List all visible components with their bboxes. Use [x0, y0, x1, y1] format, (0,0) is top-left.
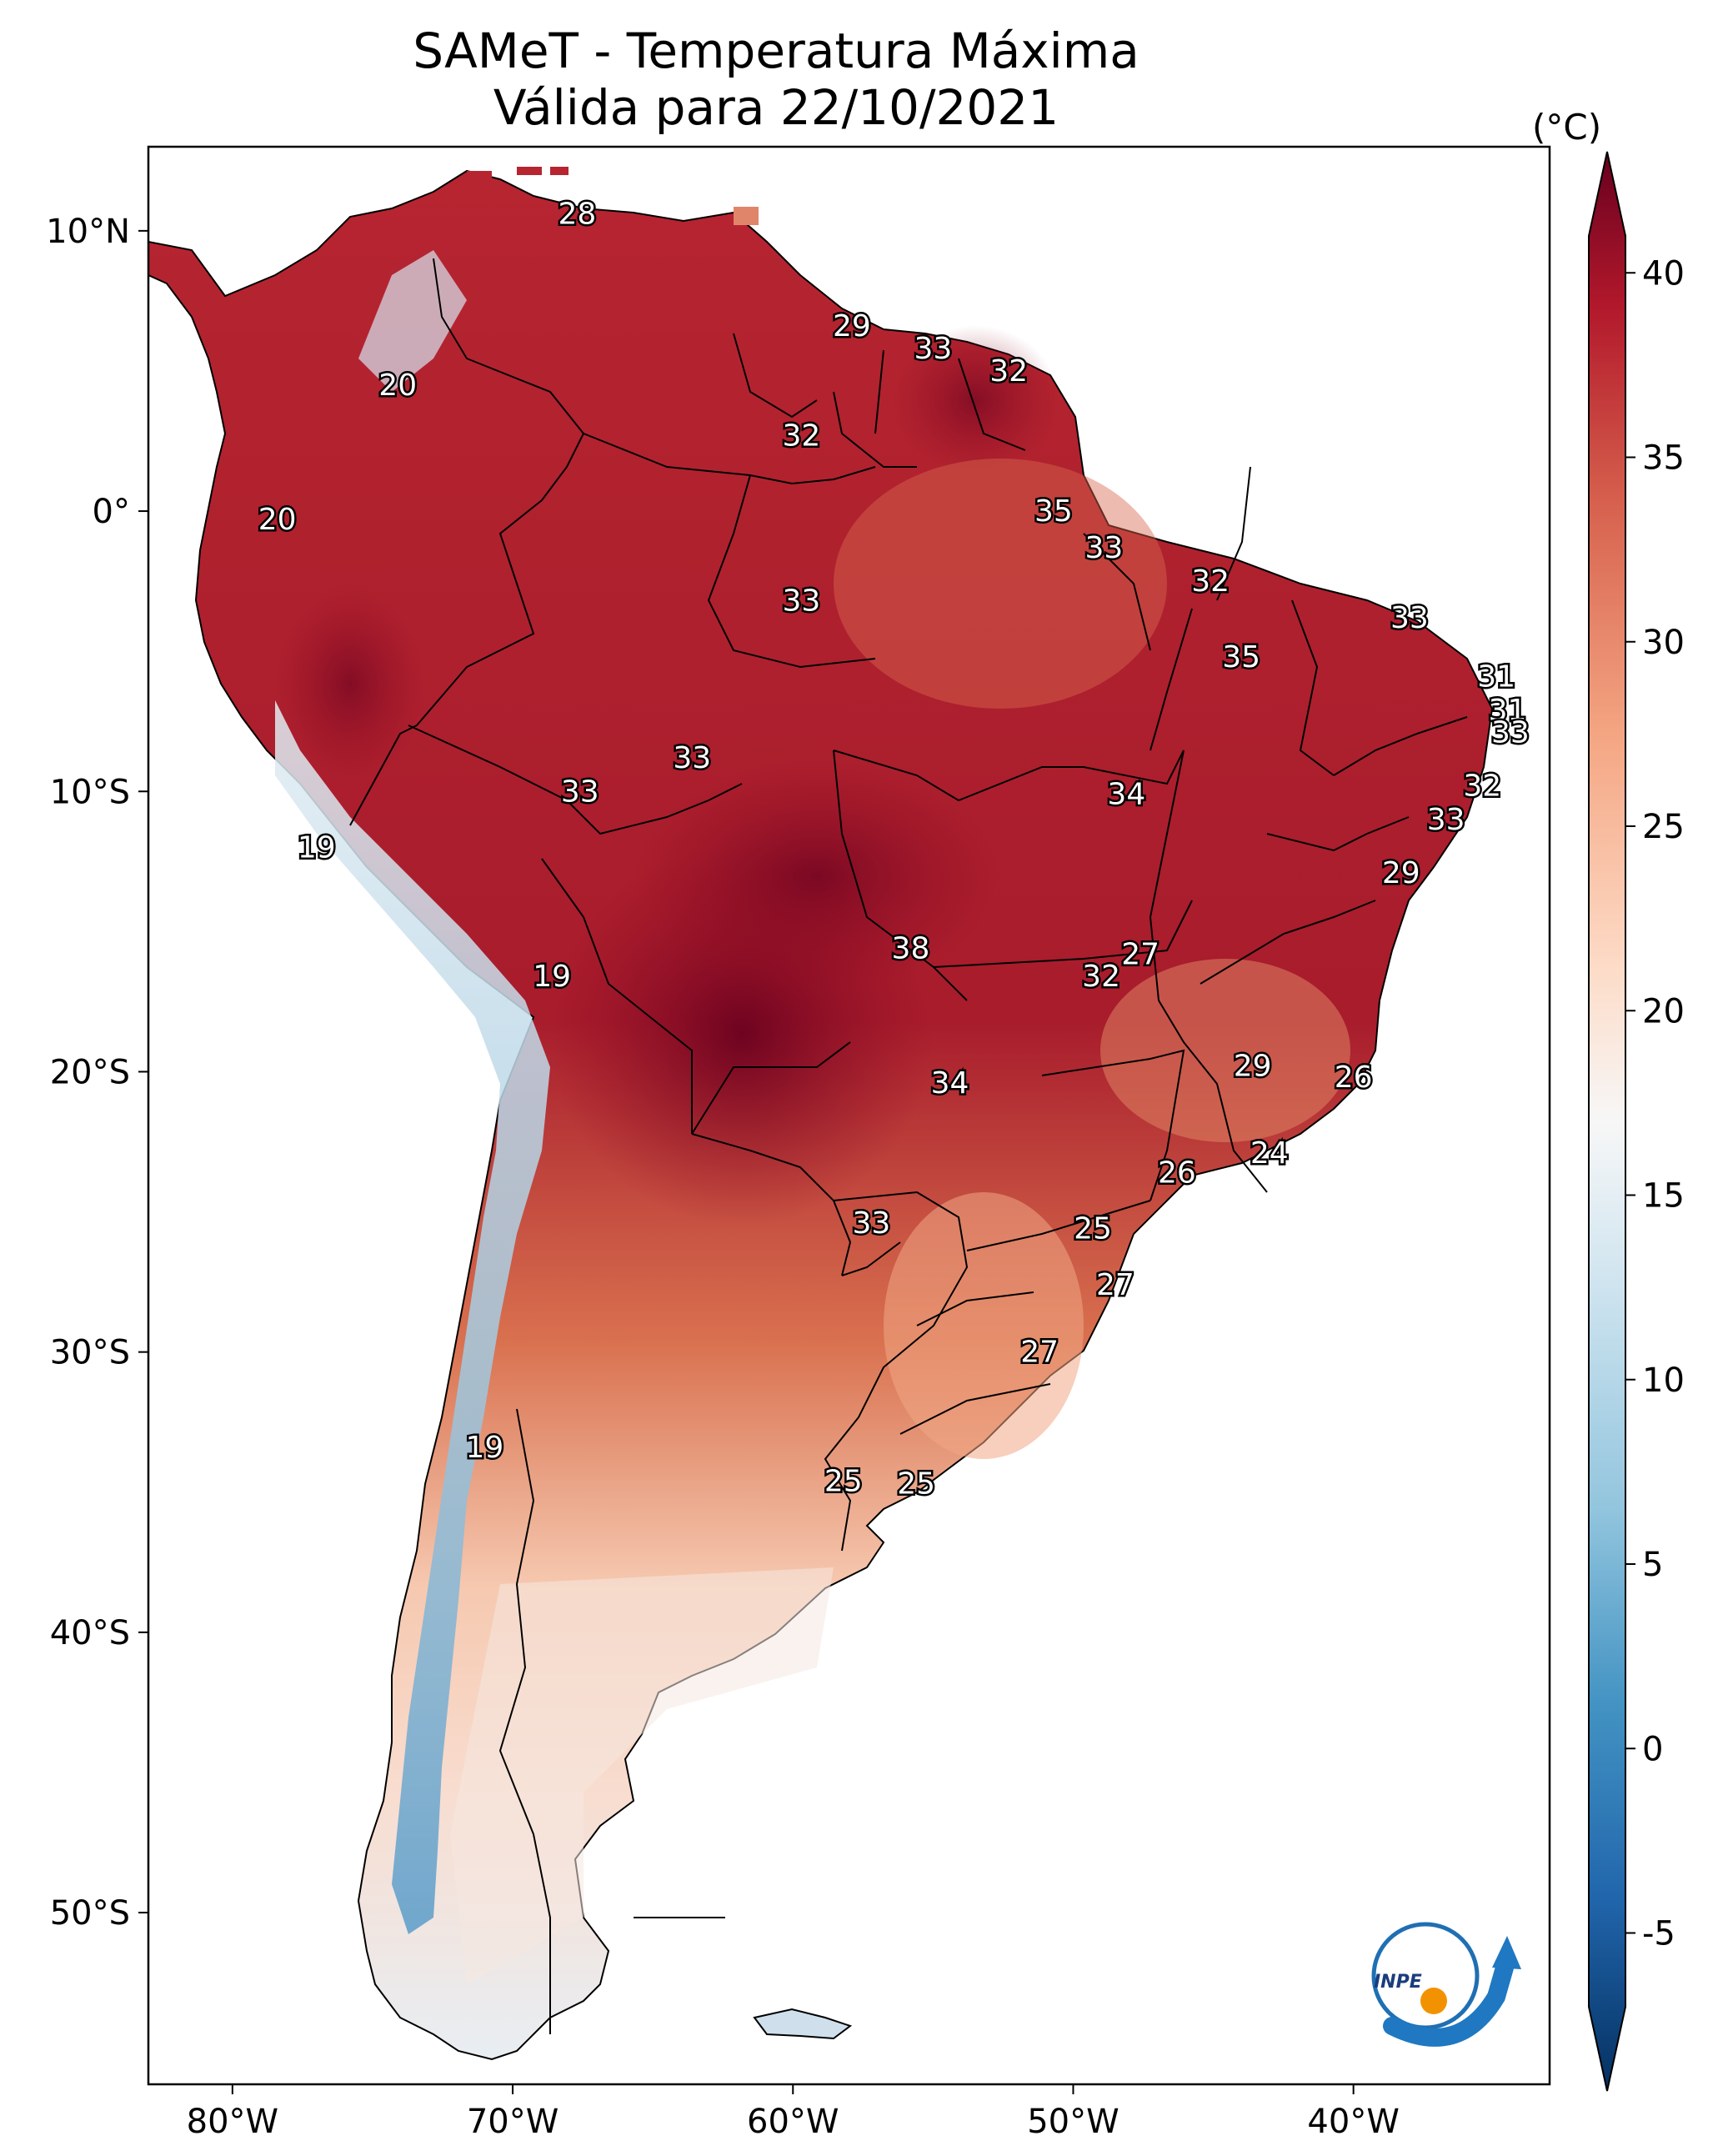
colorbar-body — [1588, 151, 1626, 2092]
temperature-label: 33 — [673, 741, 711, 775]
temperature-label: 33 — [1085, 531, 1124, 565]
logo-text: INPE — [1374, 1972, 1422, 1993]
lat-tick-label: 20°S — [50, 1053, 130, 1091]
lat-tick-label: 0° — [93, 493, 130, 531]
logo-dot — [1420, 1988, 1447, 2014]
lat-tick-label: 10°N — [46, 213, 130, 251]
lat-tick-label: 50°S — [50, 1894, 130, 1933]
lon-tick-label: 50°W — [1027, 2103, 1119, 2141]
lon-tick-label: 60°W — [747, 2103, 839, 2141]
temperature-label: 19 — [533, 960, 571, 994]
temperature-label: 20 — [378, 369, 417, 403]
temperature-label: 26 — [1335, 1060, 1373, 1095]
logo-swoosh — [1383, 1958, 1514, 2047]
colorbar-tick-label: -5 — [1642, 1915, 1675, 1953]
temperature-label: 35 — [1034, 494, 1073, 529]
temperature-label: 31 — [1489, 694, 1527, 728]
temperature-label: 32 — [1463, 770, 1501, 804]
temperature-label: 32 — [1082, 960, 1120, 994]
temperature-label: 29 — [833, 309, 871, 343]
colorbar-tick-label: 20 — [1642, 992, 1685, 1030]
colorbar-tick-label: 35 — [1642, 439, 1685, 478]
temperature-label: 19 — [466, 1431, 504, 1465]
temperature-label: 31 — [1477, 659, 1515, 694]
logo-ring — [1371, 1922, 1480, 2030]
map-title: SAMeT - Temperatura Máxima — [413, 23, 1139, 79]
temperature-label: 32 — [1191, 564, 1230, 599]
temperature-label: 33 — [852, 1206, 890, 1241]
temperature-label: 34 — [931, 1066, 969, 1101]
logo-arrow — [1492, 1936, 1521, 1969]
temperature-label: 29 — [1382, 856, 1420, 890]
temperature-label: 33 — [1427, 803, 1465, 837]
map-subtitle: Válida para 22/10/2021 — [493, 79, 1059, 136]
temperature-label: 28 — [558, 198, 596, 232]
temperature-label: 33 — [1390, 601, 1429, 635]
temperature-label: 24 — [1250, 1136, 1289, 1171]
lat-tick-label: 40°S — [50, 1614, 130, 1652]
map-plot-area — [148, 147, 1550, 2084]
lat-tick-label: 30°S — [50, 1334, 130, 1372]
country-borders — [349, 258, 1468, 2034]
colorbar-unit: (°C) — [1532, 107, 1602, 148]
andes-cold-band — [275, 700, 550, 1934]
latitude-ticks: 10°N 0° 10°S 20°S 30°S 40°S 50°S — [46, 213, 148, 1933]
colorbar-tick-label: 0 — [1642, 1730, 1663, 1768]
colorbar-tick-label: 40 — [1642, 254, 1685, 293]
temperature-label: 33 — [561, 775, 599, 809]
lon-tick-label: 40°W — [1307, 2103, 1399, 2141]
map-frame — [147, 145, 1551, 2086]
temperature-label: 25 — [897, 1467, 935, 1502]
colorbar-ticks: 40 35 30 25 20 15 10 5 0 -5 — [1625, 254, 1685, 1953]
temperature-label: 27 — [1121, 937, 1160, 971]
temperature-label: 19 — [298, 831, 336, 865]
temperature-label: 33 — [1491, 716, 1530, 750]
temperature-label: 35 — [1222, 640, 1260, 674]
colorbar-tick-label: 5 — [1642, 1546, 1663, 1584]
temperature-label: 20 — [258, 503, 297, 537]
lon-tick-label: 70°W — [467, 2103, 558, 2141]
temperature-label: 33 — [782, 584, 820, 619]
temperature-label: 25 — [824, 1464, 863, 1498]
colorbar: 40 35 30 25 20 15 10 5 0 -5 — [1588, 151, 1685, 2092]
falkland-islands — [753, 2008, 853, 2040]
colorbar-tick-label: 10 — [1642, 1361, 1685, 1400]
colorbar-tick-label: 15 — [1642, 1177, 1685, 1216]
temperature-label: 32 — [989, 354, 1028, 389]
temperature-label: 38 — [892, 932, 930, 966]
inpe-logo: INPE — [1371, 1922, 1521, 2047]
lat-tick-label: 10°S — [50, 773, 130, 811]
colorbar-tick-label: 25 — [1642, 808, 1685, 846]
colorbar-tick-label: 30 — [1642, 624, 1685, 662]
temperature-label: 33 — [914, 332, 952, 366]
temperature-label: 32 — [782, 419, 820, 453]
temperature-label: 27 — [1020, 1336, 1059, 1370]
temperature-label: 27 — [1096, 1268, 1134, 1302]
longitude-ticks: 80°W 70°W 60°W 50°W 40°W — [187, 2084, 1400, 2141]
lon-tick-label: 80°W — [187, 2103, 278, 2141]
temperature-label: 34 — [1107, 778, 1145, 812]
temperature-label: 26 — [1158, 1156, 1196, 1190]
temperature-label: 25 — [1074, 1212, 1112, 1246]
temperature-label: 29 — [1234, 1050, 1272, 1084]
